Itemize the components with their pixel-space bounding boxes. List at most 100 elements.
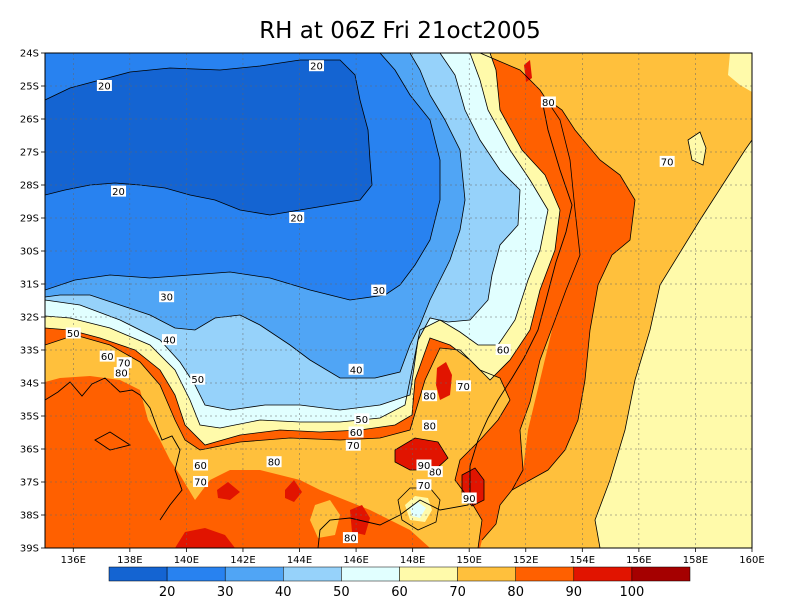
contour-label-box xyxy=(342,532,358,544)
contour-label: 70 xyxy=(193,476,209,489)
contour-label-text: 80 xyxy=(268,458,281,469)
rh-core-90-3 xyxy=(436,362,452,400)
contour-label-text: 70 xyxy=(347,441,360,452)
contour-label-text: 70 xyxy=(457,382,470,393)
contour-label: 40 xyxy=(348,363,364,376)
contour-label: 70 xyxy=(116,357,132,370)
contour-label-box xyxy=(65,327,81,339)
contour-label-box xyxy=(159,291,175,303)
lat-tick-label: 27S xyxy=(20,148,39,159)
colorbar-label: 100 xyxy=(619,585,644,600)
lat-tick-label: 37S xyxy=(20,478,39,489)
contour-label: 50 xyxy=(190,373,206,386)
lon-tick-label: 154E xyxy=(570,555,595,566)
contour-label-text: 90 xyxy=(463,494,476,505)
lon-tick-label: 160E xyxy=(739,555,764,566)
contour-label: 50 xyxy=(65,327,81,340)
contour-label-box xyxy=(461,492,477,504)
contour-label-text: 80 xyxy=(423,392,436,403)
rh-core-90-1 xyxy=(395,438,448,470)
contour-label-box xyxy=(161,334,177,346)
contour-label-text: 40 xyxy=(163,336,176,347)
contour-label-box xyxy=(416,479,432,491)
colorbar-label: 40 xyxy=(275,585,292,600)
contour-label-text: 80 xyxy=(429,468,442,479)
colorbar-swatch xyxy=(457,566,516,582)
contour-label-text: 30 xyxy=(160,293,173,304)
contour-label: 60 xyxy=(193,459,209,472)
contour-label-text: 20 xyxy=(290,214,303,225)
contour-label: 70 xyxy=(456,380,472,393)
colorbar-swatch xyxy=(515,566,575,582)
lat-tick-label: 32S xyxy=(20,313,39,324)
lon-tick-label: 148E xyxy=(400,555,425,566)
contour-label-box xyxy=(345,439,361,451)
lat-tick-label: 39S xyxy=(20,544,39,555)
lon-tick-label: 146E xyxy=(343,555,368,566)
contour-label: 60 xyxy=(348,426,364,439)
lat-tick-label: 26S xyxy=(20,115,39,126)
coastline-southeast xyxy=(317,99,573,548)
contour-label: 60 xyxy=(495,344,511,357)
coastline-gulf xyxy=(45,377,183,521)
contour-line xyxy=(687,131,707,166)
contour-label-text: 50 xyxy=(191,375,204,386)
contour-label: 20 xyxy=(289,212,305,225)
contour-label-text: 70 xyxy=(194,478,207,489)
contour-label-text: 60 xyxy=(194,461,207,472)
lon-tick-label: 136E xyxy=(61,555,86,566)
contour-label-text: 40 xyxy=(350,365,363,376)
lat-tick-label: 24S xyxy=(20,49,39,60)
contour-label-text: 70 xyxy=(661,157,674,168)
rh-band-50-60-patch-1 xyxy=(410,502,426,518)
colorbar-swatch xyxy=(166,566,226,582)
contour-line xyxy=(511,99,636,491)
contour-line xyxy=(394,437,449,471)
contour-label: 40 xyxy=(161,334,177,347)
lat-tick-label: 28S xyxy=(20,181,39,192)
contour-label: 20 xyxy=(96,80,112,93)
contour-label-box xyxy=(193,476,209,487)
contour-label-text: 80 xyxy=(542,98,555,109)
contour-label-text: 50 xyxy=(355,415,368,426)
contour-label-box xyxy=(371,284,387,296)
contour-label-box xyxy=(266,456,282,468)
contour-label-text: 60 xyxy=(101,352,114,363)
contour-line xyxy=(479,53,581,541)
lat-tick-label: 38S xyxy=(20,511,39,522)
colorbar-label: 20 xyxy=(159,585,176,600)
contour-label-text: 20 xyxy=(98,82,111,93)
contour-label: 80 xyxy=(422,390,438,403)
contour-labels: 20 20 20 20 30 30 40 40 50 50 50 60 60 60 60 70 70 70 70 70… xyxy=(65,60,675,545)
contour-label: 90 xyxy=(416,459,432,472)
rh-band-60-70-east xyxy=(595,53,752,548)
contour-label: 80 xyxy=(113,367,129,380)
lat-tick-label: 36S xyxy=(20,445,39,456)
lon-tick-label: 156E xyxy=(626,555,651,566)
contour-label: 80 xyxy=(540,96,556,109)
contour-line xyxy=(45,53,549,429)
contour-line xyxy=(45,53,561,446)
contour-label-text: 20 xyxy=(112,187,125,198)
contour-label: 80 xyxy=(342,532,358,545)
colorbar-label: 70 xyxy=(449,585,466,600)
rh-core-90-5 xyxy=(285,480,302,502)
rh-band-60-70-patch xyxy=(688,132,706,165)
rh-filled-contours xyxy=(45,53,752,548)
lat-tick-label: 35S xyxy=(20,412,39,423)
rh-band-60-70-northeast xyxy=(728,53,752,92)
rh-band-70-80-patch-2 xyxy=(310,500,340,538)
contour-label: 70 xyxy=(659,155,675,168)
colorbar-swatch xyxy=(631,566,691,582)
contour-label: 70 xyxy=(416,479,432,492)
contour-label-box xyxy=(116,357,132,369)
rh-band-80-90-east xyxy=(512,100,635,490)
contour-label-box xyxy=(193,459,209,471)
contour-line xyxy=(45,334,511,548)
contour-label: 20 xyxy=(111,185,127,198)
contour-label: 60 xyxy=(99,350,115,363)
rh-core-90-4 xyxy=(217,482,240,500)
contour-label-text: 60 xyxy=(350,428,363,439)
contour-label-box xyxy=(190,373,206,385)
